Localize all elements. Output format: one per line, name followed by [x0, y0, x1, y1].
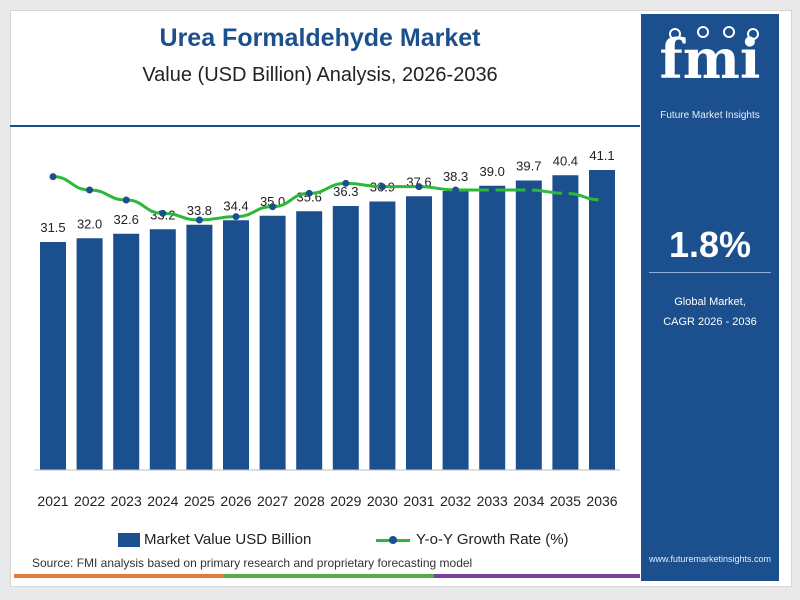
growth-point-2033	[488, 186, 496, 194]
x-tick-2025: 2025	[184, 493, 215, 509]
cagr-label-line1: Global Market,	[674, 296, 746, 308]
x-tick-2033: 2033	[477, 493, 508, 509]
footer-stripe-green	[224, 574, 434, 578]
legend-swatch-bar	[118, 532, 140, 547]
bar-2032	[442, 191, 469, 470]
bar-2029	[332, 206, 359, 470]
logo-figure-icons	[663, 24, 763, 44]
cagr-value: 1.8%	[668, 224, 752, 265]
growth-point-2035	[561, 189, 569, 197]
side-panel: fmi Future Market Insights 1.8% Global M…	[641, 14, 779, 581]
bar-label-2026: 34.4	[223, 198, 248, 213]
bar-2034	[515, 180, 542, 470]
footer-stripe-purple	[434, 574, 640, 578]
bar-2030	[369, 201, 396, 470]
cagr-label: Global Market, CAGR 2026 - 2036	[641, 292, 779, 332]
chart-legend: Market Value USD Billion Y-o-Y Growth Ra…	[118, 531, 638, 553]
growth-point-2023	[122, 196, 130, 204]
growth-point-2021	[49, 173, 57, 181]
x-tick-2029: 2029	[330, 493, 361, 509]
x-tick-2030: 2030	[367, 493, 398, 509]
cagr-label-line2: CAGR 2026 - 2036	[663, 316, 757, 328]
growth-point-2027	[269, 203, 277, 211]
chart-title: Urea Formaldehyde Market	[159, 24, 481, 52]
x-tick-2031: 2031	[403, 493, 434, 509]
bar-label-2032: 38.3	[443, 169, 468, 184]
fmi-logo: fmi	[659, 27, 761, 91]
x-tick-2023: 2023	[111, 493, 142, 509]
x-tick-2022: 2022	[74, 493, 105, 509]
x-tick-2026: 2026	[220, 493, 251, 509]
brand-name: Future Market Insights	[660, 110, 760, 121]
x-axis-ticks: 2021 2022 2023 2024 2025 2026 2027 2028 2029 2030…	[37, 493, 617, 509]
bar-2027	[259, 215, 286, 470]
growth-point-2036	[598, 196, 606, 204]
bar-2021	[40, 242, 66, 470]
x-tick-2021: 2021	[37, 493, 68, 509]
legend-label-market-value: Market Value USD Billion	[144, 531, 312, 548]
bar-series	[40, 170, 615, 470]
bar-label-2034: 39.7	[516, 159, 541, 174]
legend-item-growth-rate: Y-o-Y Growth Rate (%)	[376, 531, 569, 548]
growth-point-2032	[452, 186, 460, 194]
bar-label-2029: 36.3	[333, 184, 358, 199]
market-chart: 31.532.032.633.233.834.435.035.636.336.9…	[34, 148, 620, 509]
legend-swatch-line	[376, 533, 410, 547]
x-tick-2032: 2032	[440, 493, 471, 509]
legend-item-market-value: Market Value USD Billion	[118, 531, 311, 548]
bar-2022	[76, 238, 103, 470]
legend-label-growth-rate: Y-o-Y Growth Rate (%)	[416, 531, 569, 548]
bar-2035	[552, 175, 579, 470]
growth-point-2025	[195, 216, 203, 224]
chart-subtitle: Value (USD Billion) Analysis, 2026-2036	[142, 64, 498, 86]
growth-point-2034	[525, 186, 533, 194]
growth-line-series	[49, 173, 606, 224]
growth-point-2031	[415, 183, 423, 191]
bar-2031	[406, 196, 432, 470]
bar-2025	[186, 224, 213, 470]
growth-point-2026	[232, 213, 240, 221]
footer-stripe-orange	[14, 574, 224, 578]
bar-2026	[223, 220, 249, 470]
x-tick-2028: 2028	[294, 493, 325, 509]
bar-2036	[589, 170, 615, 470]
source-note: Source: FMI analysis based on primary re…	[32, 556, 473, 570]
x-tick-2035: 2035	[550, 493, 581, 509]
bar-label-2023: 32.6	[114, 212, 139, 227]
bar-2028	[296, 211, 323, 470]
bar-2023	[113, 233, 140, 470]
growth-point-2029	[342, 179, 350, 187]
bar-label-2022: 32.0	[77, 216, 102, 231]
bar-2033	[479, 185, 506, 470]
growth-point-2028	[305, 189, 313, 197]
growth-point-2022	[86, 186, 94, 194]
growth-line	[52, 175, 603, 222]
growth-point-2024	[159, 209, 167, 217]
bar-label-2036: 41.1	[589, 148, 614, 163]
x-tick-2024: 2024	[147, 493, 178, 509]
growth-point-2030	[378, 183, 386, 191]
bar-label-2033: 39.0	[480, 164, 505, 179]
bar-label-2035: 40.4	[553, 153, 578, 168]
bar-label-2025: 33.8	[187, 203, 212, 218]
website-link[interactable]: www.futuremarketinsights.com	[648, 554, 772, 564]
bar-label-2021: 31.5	[40, 220, 65, 235]
title-divider	[10, 125, 640, 127]
x-tick-2036: 2036	[586, 493, 617, 509]
cagr-divider	[649, 272, 771, 273]
bar-2024	[149, 229, 176, 470]
x-tick-2027: 2027	[257, 493, 288, 509]
x-tick-2034: 2034	[513, 493, 544, 509]
